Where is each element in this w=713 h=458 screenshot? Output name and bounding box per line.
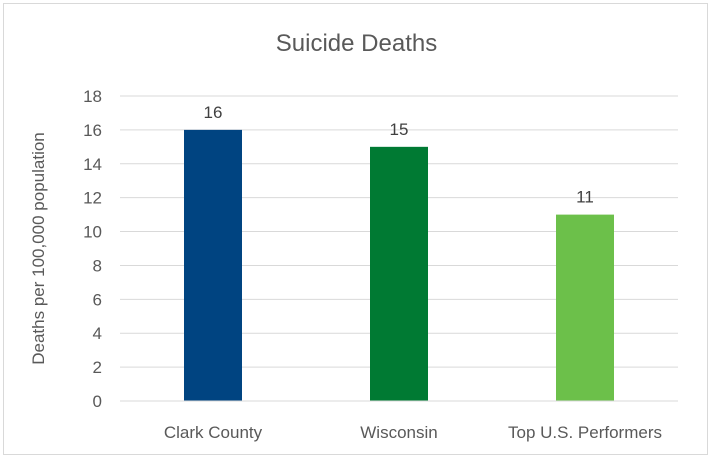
y-tick-label: 14 [83, 155, 102, 174]
bar [184, 129, 242, 401]
x-tick-label: Clark County [164, 423, 263, 442]
y-tick-label: 0 [93, 392, 102, 411]
bars [184, 129, 614, 401]
bar [556, 214, 614, 401]
bar [370, 146, 428, 401]
x-tick-label: Top U.S. Performers [508, 423, 662, 442]
y-tick-label: 16 [83, 121, 102, 140]
data-labels: 16 15 11 [204, 103, 594, 207]
y-tick-label: 6 [93, 290, 102, 309]
y-tick-label: 10 [83, 223, 102, 242]
data-label: 15 [390, 120, 409, 139]
y-tick-label: 12 [83, 189, 102, 208]
y-tick-label: 18 [83, 87, 102, 106]
y-axis-title: Deaths per 100,000 population [29, 132, 48, 365]
data-label: 11 [576, 188, 594, 207]
x-axis-tick-labels: Clark County Wisconsin Top U.S. Performers [164, 423, 662, 442]
y-tick-label: 8 [93, 256, 102, 275]
chart-title: Suicide Deaths [275, 30, 438, 57]
y-tick-label: 4 [93, 324, 102, 343]
data-label: 16 [204, 103, 223, 122]
y-tick-label: 2 [93, 358, 102, 377]
x-tick-label: Wisconsin [360, 423, 437, 442]
y-axis-tick-labels: 0 2 4 6 8 10 12 14 16 18 [83, 87, 102, 411]
